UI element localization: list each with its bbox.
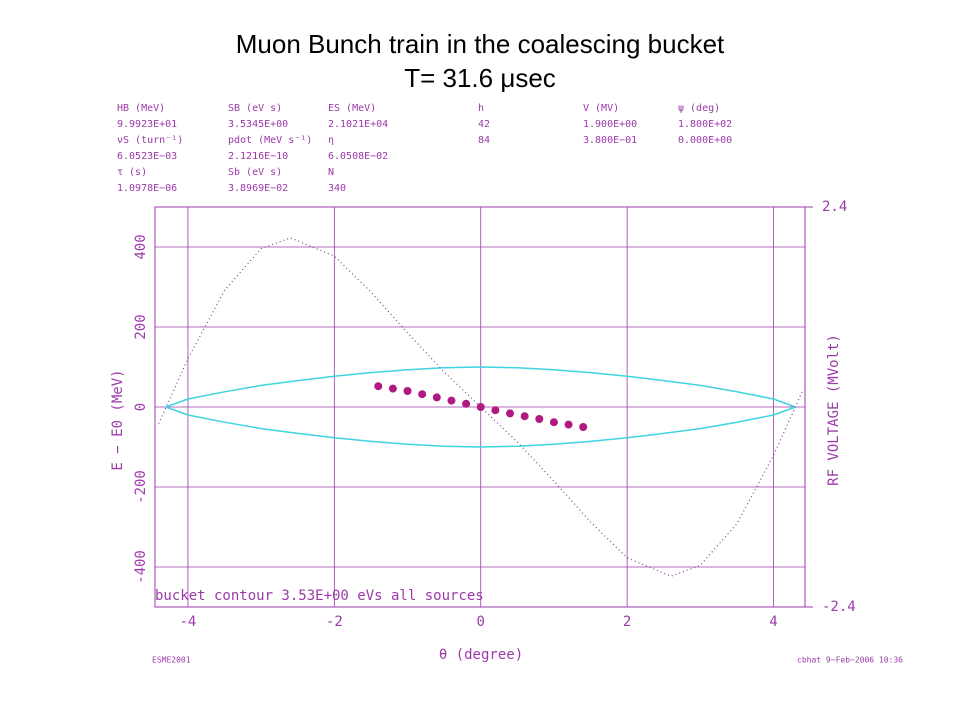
particle	[447, 396, 456, 405]
particle	[403, 387, 412, 395]
x-tick-label: -4	[180, 614, 197, 630]
x-tick-label: 4	[769, 614, 777, 630]
parameter-text: 340	[328, 183, 346, 194]
parameter-text: HB (MeV)	[117, 103, 165, 114]
particle	[462, 399, 471, 408]
particle	[374, 382, 383, 391]
particle	[432, 393, 441, 402]
particle	[535, 415, 544, 423]
y-axis-label: E − E0 (MeV)	[110, 369, 126, 470]
parameter-text: 2.1216E−10	[228, 151, 288, 162]
particle	[491, 406, 500, 415]
y-tick-label: 200	[133, 314, 149, 339]
x-tick-label: 0	[477, 614, 485, 630]
particle	[564, 420, 573, 429]
parameter-text: 6.0508E−02	[328, 151, 388, 162]
y-tick-label: 0	[133, 403, 149, 411]
parameter-text: 1.900E+00	[583, 119, 637, 130]
parameter-text: N	[328, 167, 334, 178]
y2-axis-label: RF VOLTAGE (MVolt)	[826, 334, 842, 486]
y-tick-label: -200	[133, 470, 149, 504]
parameter-text: νS (turn⁻¹)	[117, 135, 183, 146]
footer-right: cbhat 9−Feb−2006 10:36	[797, 656, 903, 665]
parameter-text: τ (s)	[117, 167, 147, 178]
parameter-text: 3.800E−01	[583, 135, 637, 146]
bucket-contour	[165, 406, 796, 448]
parameter-text: 1.0978E−06	[117, 183, 177, 194]
particle	[418, 390, 427, 399]
particle	[520, 412, 529, 421]
annotation: bucket contour 3.53E+00 eVs all sources	[155, 588, 484, 604]
parameter-text: η	[328, 135, 334, 146]
parameter-text: V (MV)	[583, 103, 619, 114]
particle	[476, 403, 485, 411]
parameter-text: 6.0523E−03	[117, 151, 177, 162]
x-tick-label: 2	[623, 614, 631, 630]
bucket-contour	[165, 366, 796, 408]
chart-title: Muon Bunch train in the coalescing bucke…	[236, 29, 725, 59]
parameter-text: 1.800E+02	[678, 119, 732, 130]
particle	[579, 423, 588, 431]
parameter-text: 3.8969E−02	[228, 183, 288, 194]
x-tick-label: -2	[326, 614, 343, 630]
parameter-text: 0.000E+00	[678, 135, 732, 146]
parameter-text: 3.5345E+00	[228, 119, 288, 130]
parameter-text: ES (MeV)	[328, 103, 376, 114]
y-tick-label: 400	[133, 234, 149, 259]
parameter-text: SB (eV s)	[228, 103, 282, 114]
x-axis-label: θ (degree)	[439, 647, 523, 663]
parameter-text: 84	[478, 135, 490, 146]
rf-voltage-curve	[158, 237, 804, 577]
footer-left: ESME2001	[152, 656, 191, 665]
particle	[388, 384, 397, 393]
y-tick-label: -400	[133, 550, 149, 584]
parameter-text: 9.9923E+01	[117, 119, 177, 130]
parameter-text: h	[478, 103, 484, 114]
parameter-text: Sb (eV s)	[228, 167, 282, 178]
y2-tick-label: 2.4	[822, 199, 847, 215]
parameter-text: 42	[478, 119, 490, 130]
y2-tick-label: -2.4	[822, 599, 856, 615]
chart-subtitle: T= 31.6 μsec	[404, 63, 556, 93]
parameter-text: 2.1021E+04	[328, 119, 388, 130]
parameter-text: pdot (MeV s⁻¹)	[228, 135, 312, 146]
particle	[506, 409, 515, 418]
particle	[549, 418, 558, 427]
parameter-text: ψ (deg)	[678, 103, 720, 114]
